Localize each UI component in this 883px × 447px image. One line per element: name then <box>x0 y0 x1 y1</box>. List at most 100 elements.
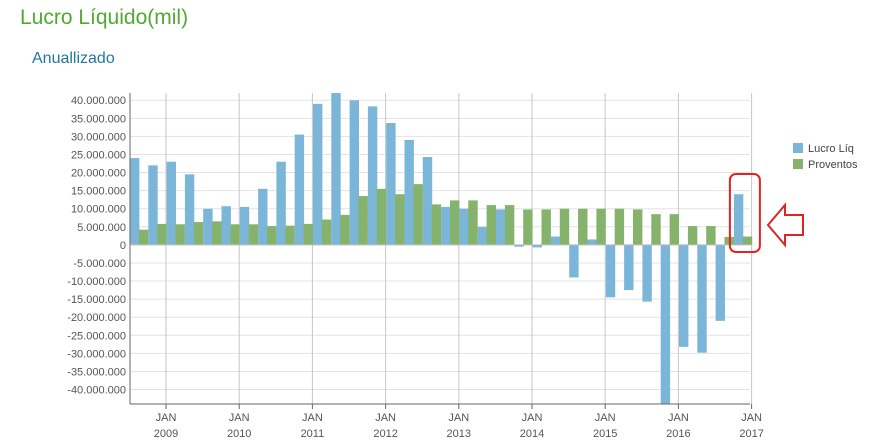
lucro-liq-bar <box>203 208 213 245</box>
y-tick-label: 5.000.000 <box>77 222 126 234</box>
legend-label: Lucro Líq <box>808 143 854 155</box>
y-tick-label: -5.000.000 <box>73 258 126 270</box>
lucro-liq-bar <box>386 123 396 245</box>
proventos-bar <box>193 222 204 245</box>
lucro-liq-bar <box>660 244 671 404</box>
y-tick-label: 35.000.000 <box>71 113 126 125</box>
proventos-bar <box>578 208 588 245</box>
proventos-bar <box>157 223 167 245</box>
proventos-bar <box>523 209 533 245</box>
proventos-bar <box>742 236 753 245</box>
proventos-bar <box>267 226 277 245</box>
proventos-bar <box>596 208 606 245</box>
x-tick-year-label: 2011 <box>301 428 325 440</box>
proventos-bar <box>651 214 661 245</box>
lucro-liq-bar <box>569 244 579 278</box>
left-arrow-icon <box>766 202 804 248</box>
x-tick-year-label: 2015 <box>593 428 617 440</box>
lucro-liq-bar <box>715 244 725 321</box>
proventos-bar <box>614 208 625 245</box>
proventos-bar <box>559 208 570 245</box>
y-tick-label: -30.000.000 <box>67 348 126 360</box>
lucro-liq-bar <box>550 236 561 245</box>
proventos-bar <box>669 214 679 245</box>
x-tick-year-label: 2014 <box>520 428 544 440</box>
x-tick-month-label: JAN <box>229 412 250 424</box>
proventos-bar <box>504 205 515 245</box>
lucro-liq-bar <box>587 239 597 245</box>
page-subtitle: Anuallizado <box>32 50 115 67</box>
proventos-bar <box>706 226 716 245</box>
x-tick-month-label: JAN <box>741 412 762 424</box>
axes <box>129 93 753 409</box>
lucro-liq-bar <box>331 93 341 245</box>
y-tick-label: 30.000.000 <box>71 131 126 143</box>
lucro-liq-bar <box>733 194 744 245</box>
lucro-liq-bar <box>184 174 195 245</box>
proventos-bar <box>230 224 240 245</box>
lucro-liq-bar <box>349 100 359 245</box>
proventos-bar <box>395 194 405 245</box>
page-title: Lucro Líquido(mil) <box>20 6 189 29</box>
proventos-bar <box>468 200 478 245</box>
y-tick-label: 25.000.000 <box>71 149 126 161</box>
lucro-liq-bar <box>239 206 250 245</box>
lucro-liq-bar <box>605 244 616 298</box>
x-tick-month-label: JAN <box>375 412 396 424</box>
legend: Lucro Líq Proventos <box>793 143 858 171</box>
y-tick-label: 15.000.000 <box>71 186 126 198</box>
proventos-bar <box>340 214 350 245</box>
x-tick-year-label: 2016 <box>666 428 690 440</box>
proventos-bar <box>175 224 185 245</box>
x-tick-year-label: 2017 <box>739 428 763 440</box>
annotation-highlight <box>728 173 804 253</box>
y-tick-label: -25.000.000 <box>67 330 126 342</box>
y-tick-label: -15.000.000 <box>67 294 126 306</box>
proventos-bar <box>248 224 259 245</box>
tick-labels: 40.000.000 35.000.000 30.000.000 25.000.000… <box>67 95 764 440</box>
proventos-bar <box>687 226 698 245</box>
proventos-bar <box>212 221 222 245</box>
proventos-bar <box>633 209 643 245</box>
proventos-bar <box>541 209 551 245</box>
y-tick-label: -40.000.000 <box>67 385 126 397</box>
lucro-liq-bar <box>624 244 634 291</box>
lucro-liq-bar <box>441 206 451 245</box>
x-tick-year-label: 2009 <box>154 428 178 440</box>
y-tick-label: 0 <box>120 240 126 252</box>
bars <box>130 93 753 404</box>
x-tick-month-label: JAN <box>595 412 616 424</box>
lucro-liq-bar <box>477 226 488 245</box>
y-tick-label: 20.000.000 <box>71 168 126 180</box>
y-tick-label: -10.000.000 <box>67 276 126 288</box>
proventos-bar <box>321 219 332 245</box>
lucro-liq-bar <box>258 188 268 245</box>
lucro-liq-bar <box>404 140 414 245</box>
proventos-bar <box>376 188 387 245</box>
lucro-liq-bar <box>697 244 707 353</box>
legend-label: Proventos <box>808 159 858 171</box>
lucro-liq-bar <box>459 208 469 245</box>
x-tick-year-label: 2013 <box>447 428 471 440</box>
x-tick-month-label: JAN <box>156 412 177 424</box>
legend-swatch <box>793 159 803 169</box>
y-tick-label: 40.000.000 <box>71 95 126 107</box>
lucro-liq-bar <box>313 103 323 245</box>
proventos-bar <box>413 184 423 245</box>
y-tick-label: -35.000.000 <box>67 366 126 378</box>
lucro-liq-bar <box>422 157 433 245</box>
lucro-liq-bar <box>496 209 506 245</box>
lucro-liq-bar <box>130 158 140 245</box>
lucro-liq-bar <box>294 134 305 245</box>
highlight-box <box>728 173 761 253</box>
y-tick-label: -20.000.000 <box>67 312 126 324</box>
proventos-bar <box>450 200 460 245</box>
lucro-liq-bar <box>642 244 652 302</box>
x-tick-month-label: JAN <box>668 412 689 424</box>
legend-swatch <box>793 143 803 153</box>
x-tick-month-label: JAN <box>302 412 323 424</box>
lucro-liq-bar <box>514 244 524 247</box>
proventos-bar <box>431 204 442 245</box>
lucro-liq-bar <box>532 244 542 248</box>
